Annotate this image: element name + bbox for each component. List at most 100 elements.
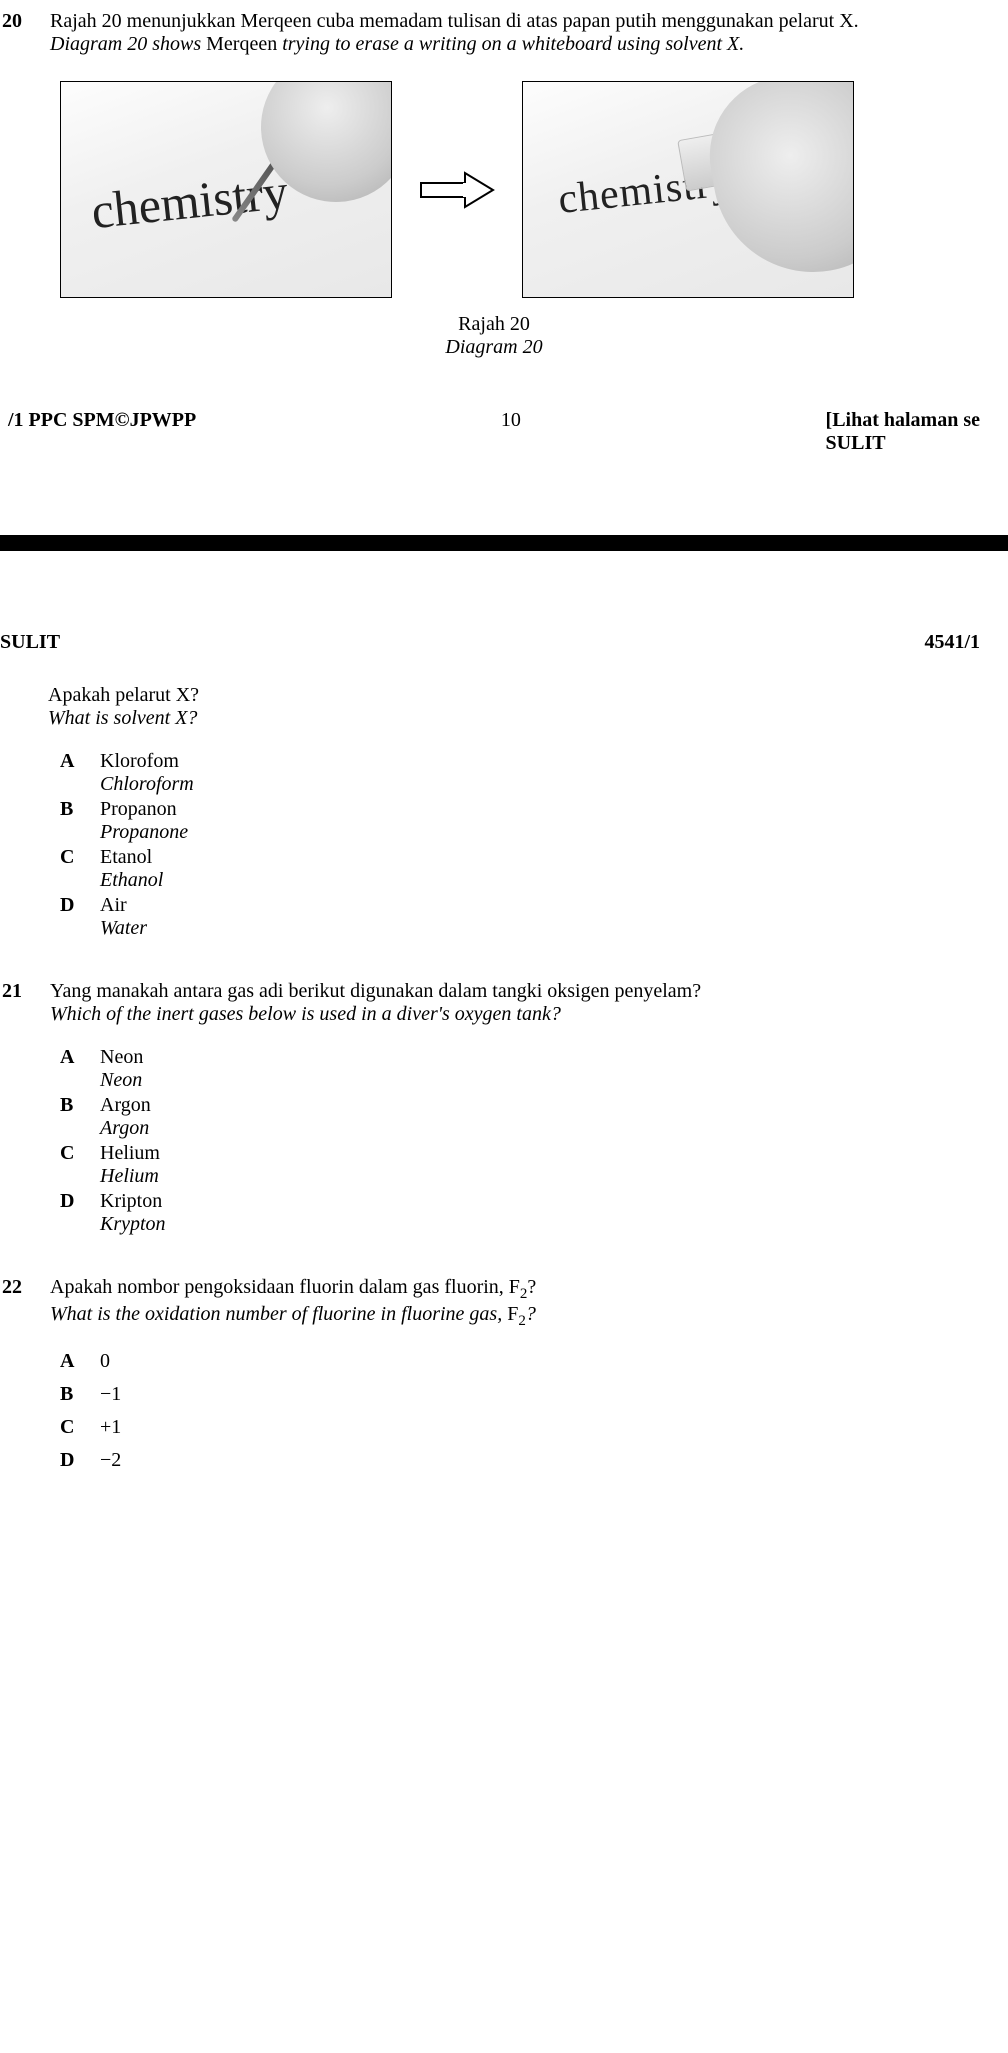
- option-row[interactable]: C +1: [60, 1416, 988, 1439]
- option-en: Argon: [100, 1117, 988, 1140]
- question-number: 22: [0, 1276, 50, 1299]
- option-row[interactable]: D Air Water: [60, 894, 988, 940]
- subquestion-en: What is solvent X?: [48, 707, 988, 730]
- question-body: Rajah 20 menunjukkan Merqeen cuba memada…: [50, 10, 988, 56]
- question-number: 21: [0, 980, 50, 1003]
- option-en: Neon: [100, 1069, 988, 1092]
- option-row[interactable]: C Etanol Ethanol: [60, 846, 988, 892]
- option-en: Krypton: [100, 1213, 988, 1236]
- figure-image-right: chemistry: [522, 81, 854, 298]
- footer-right-top: [Lihat halaman se: [826, 409, 980, 432]
- option-en: Water: [100, 917, 988, 940]
- question-20-sub: Apakah pelarut X? What is solvent X?: [48, 684, 988, 730]
- option-ms: Neon: [100, 1046, 988, 1069]
- text-part: Diagram 20 shows: [50, 33, 206, 55]
- options-q22: A 0 B −1 C +1 D −2: [60, 1350, 988, 1472]
- text-part: ?: [526, 1303, 536, 1325]
- option-row[interactable]: B Argon Argon: [60, 1094, 988, 1140]
- handwriting-text: chemistry: [89, 162, 291, 240]
- option-letter: D: [60, 1190, 100, 1213]
- option-value: −2: [100, 1449, 988, 1472]
- question-body: Apakah nombor pengoksidaan fluorin dalam…: [50, 1276, 988, 1330]
- question-body: Yang manakah antara gas adi berikut digu…: [50, 980, 988, 1026]
- option-ms: Klorofom: [100, 750, 988, 773]
- option-text: Propanon Propanone: [100, 798, 988, 844]
- footer-right-bottom: SULIT: [826, 432, 980, 455]
- option-text: Etanol Ethanol: [100, 846, 988, 892]
- text-part: What is solvent X?: [48, 707, 197, 729]
- option-letter: D: [60, 1449, 100, 1472]
- option-row[interactable]: D −2: [60, 1449, 988, 1472]
- caption-ms: Rajah 20: [0, 313, 988, 336]
- option-letter: B: [60, 1383, 100, 1406]
- option-en: Helium: [100, 1165, 988, 1188]
- text-part: Merqeen: [206, 33, 277, 55]
- figure-image-left: chemistry: [60, 81, 392, 298]
- page-footer: /1 PPC SPM©JPWPP 10 [Lihat halaman se SU…: [0, 409, 988, 455]
- question-text-en: Diagram 20 shows Merqeen trying to erase…: [50, 33, 958, 56]
- option-ms: Kripton: [100, 1190, 988, 1213]
- subquestion-ms: Apakah pelarut X?: [48, 684, 988, 707]
- caption-en: Diagram 20: [0, 336, 988, 359]
- option-row[interactable]: B −1: [60, 1383, 988, 1406]
- option-ms: Etanol: [100, 846, 988, 869]
- option-letter: C: [60, 1416, 100, 1439]
- option-row[interactable]: A 0: [60, 1350, 988, 1373]
- option-letter: B: [60, 1094, 100, 1117]
- option-ms: Propanon: [100, 798, 988, 821]
- option-value: +1: [100, 1416, 988, 1439]
- question-text-ms: Yang manakah antara gas adi berikut digu…: [50, 980, 958, 1003]
- option-row[interactable]: B Propanon Propanone: [60, 798, 988, 844]
- option-ms: Argon: [100, 1094, 988, 1117]
- header-right: 4541/1: [924, 631, 980, 654]
- option-text: Helium Helium: [100, 1142, 988, 1188]
- question-20: 20 Rajah 20 menunjukkan Merqeen cuba mem…: [0, 10, 988, 56]
- option-text: Neon Neon: [100, 1046, 988, 1092]
- figure-caption: Rajah 20 Diagram 20: [0, 313, 988, 359]
- option-value: −1: [100, 1383, 988, 1406]
- question-22: 22 Apakah nombor pengoksidaan fluorin da…: [0, 1276, 988, 1330]
- option-row[interactable]: D Kripton Krypton: [60, 1190, 988, 1236]
- text-part: Apakah nombor pengoksidaan fluorin dalam…: [50, 1276, 520, 1298]
- question-text-ms: Apakah nombor pengoksidaan fluorin dalam…: [50, 1276, 958, 1303]
- figure-row: chemistry chemistry: [60, 81, 988, 298]
- option-letter: C: [60, 846, 100, 869]
- option-value: 0: [100, 1350, 988, 1373]
- footer-right: [Lihat halaman se SULIT: [826, 409, 980, 455]
- option-text: Klorofom Chloroform: [100, 750, 988, 796]
- option-letter: B: [60, 798, 100, 821]
- option-letter: D: [60, 894, 100, 917]
- subscript: 2: [518, 1313, 526, 1329]
- option-en: Propanone: [100, 821, 988, 844]
- options-q20: A Klorofom Chloroform B Propanon Propano…: [60, 750, 988, 940]
- text-part: ?: [527, 1276, 536, 1298]
- option-row[interactable]: C Helium Helium: [60, 1142, 988, 1188]
- option-letter: C: [60, 1142, 100, 1165]
- option-row[interactable]: A Klorofom Chloroform: [60, 750, 988, 796]
- option-en: Ethanol: [100, 869, 988, 892]
- option-letter: A: [60, 1046, 100, 1069]
- question-21: 21 Yang manakah antara gas adi berikut d…: [0, 980, 988, 1026]
- option-row[interactable]: A Neon Neon: [60, 1046, 988, 1092]
- header-left: SULIT: [0, 631, 60, 654]
- option-ms: Air: [100, 894, 988, 917]
- page-divider: [0, 535, 1008, 551]
- option-letter: A: [60, 1350, 100, 1373]
- text-part: trying to erase a writing on a whiteboar…: [277, 33, 744, 55]
- question-number: 20: [0, 10, 50, 33]
- option-letter: A: [60, 750, 100, 773]
- option-text: Kripton Krypton: [100, 1190, 988, 1236]
- text-part: What is the oxidation number of fluorine…: [50, 1303, 507, 1325]
- option-text: Air Water: [100, 894, 988, 940]
- footer-page-number: 10: [501, 409, 521, 455]
- options-q21: A Neon Neon B Argon Argon C Helium Heliu…: [60, 1046, 988, 1236]
- question-text-en: Which of the inert gases below is used i…: [50, 1003, 958, 1026]
- question-text-en: What is the oxidation number of fluorine…: [50, 1303, 958, 1330]
- option-text: Argon Argon: [100, 1094, 988, 1140]
- question-text-ms: Rajah 20 menunjukkan Merqeen cuba memada…: [50, 10, 958, 33]
- text-part: F: [507, 1303, 518, 1325]
- footer-left: /1 PPC SPM©JPWPP: [8, 409, 196, 455]
- arrow-icon: [412, 165, 502, 215]
- option-en: Chloroform: [100, 773, 988, 796]
- option-ms: Helium: [100, 1142, 988, 1165]
